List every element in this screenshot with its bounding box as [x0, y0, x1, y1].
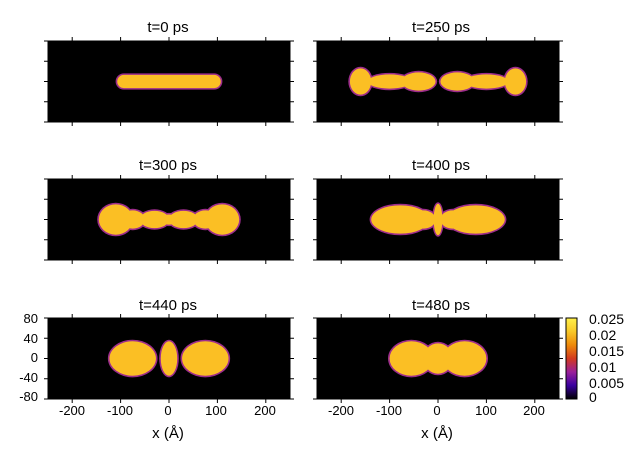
panel-t300: t=300 ps: [44, 157, 294, 264]
density-blob: [98, 204, 133, 235]
colorbar: 0.025 0.02 0.015 0.01 0.005 0: [565, 311, 624, 405]
density-blob: [464, 74, 509, 89]
colorbar-tick-label: 0.005: [589, 375, 624, 391]
density-blobs: [348, 66, 528, 97]
density-blob: [446, 205, 505, 234]
panel-t400: t=400 ps: [313, 157, 563, 264]
density-blob: [371, 205, 430, 234]
density-blob: [182, 341, 229, 376]
density-blob: [401, 72, 436, 91]
panel-title: t=250 ps: [412, 19, 470, 36]
colorbar-scale: [565, 317, 578, 400]
density-blob: [205, 204, 240, 235]
density-blob: [349, 68, 372, 95]
x-tick-label: 100: [205, 403, 227, 418]
panel-title: t=300 ps: [139, 157, 197, 174]
density-blob: [433, 203, 443, 236]
density-blob: [160, 341, 178, 376]
y-axis-ticks: 80 40 0 -40 -80: [19, 311, 38, 404]
panel-title: t=0 ps: [147, 19, 188, 36]
x-tick-label: 200: [523, 403, 545, 418]
x-tick-label: -200: [59, 403, 85, 418]
colorbar-tick-label: 0.02: [589, 327, 616, 343]
y-tick-label: 80: [24, 311, 38, 326]
density-blob: [169, 210, 199, 229]
density-blobs: [369, 202, 507, 237]
x-axis-label-right: x (Å): [421, 425, 453, 442]
y-tick-label: 0: [31, 350, 38, 365]
density-blob: [139, 210, 169, 229]
panel-title: t=400 ps: [412, 157, 470, 174]
panel-title: t=440 ps: [139, 297, 197, 314]
density-blobs: [388, 339, 488, 378]
colorbar-tick-label: 0: [589, 389, 597, 405]
x-axis-ticks-right: -200 -100 0 100 200: [328, 403, 545, 418]
panel-t440: t=440 ps: [44, 297, 294, 403]
density-blob: [109, 341, 156, 376]
density-blob: [117, 74, 221, 89]
x-tick-label: -200: [328, 403, 354, 418]
density-blob: [120, 210, 145, 229]
density-blobs: [115, 73, 223, 90]
x-tick-label: 200: [254, 403, 276, 418]
colorbar-tick-label: 0.015: [589, 343, 624, 359]
x-axis-label-left: x (Å): [152, 425, 184, 442]
x-tick-label: 100: [475, 403, 497, 418]
density-blobs: [107, 339, 231, 378]
density-blob: [440, 72, 475, 91]
y-tick-label: -80: [19, 389, 38, 404]
x-tick-label: -100: [376, 403, 402, 418]
panel-t0: t=0 ps: [44, 19, 294, 126]
density-blob: [411, 210, 436, 229]
density-blobs: [97, 202, 241, 237]
y-tick-label: 40: [24, 331, 38, 346]
colorbar-tick-label: 0.01: [589, 359, 616, 375]
x-tick-label: 0: [433, 403, 440, 418]
density-blob: [504, 68, 527, 95]
colorbar-tick-label: 0.025: [589, 311, 624, 327]
y-tick-label: -40: [19, 370, 38, 385]
panel-t480: t=480 ps: [313, 297, 563, 403]
panel-t250: t=250 ps: [313, 19, 563, 126]
x-tick-label: -100: [107, 403, 133, 418]
x-axis-ticks-left: -200 -100 0 100 200: [59, 403, 276, 418]
x-tick-label: 0: [164, 403, 171, 418]
density-blob: [367, 74, 412, 89]
density-blob: [442, 341, 487, 376]
panel-title: t=480 ps: [412, 297, 470, 314]
density-blob: [389, 341, 434, 376]
